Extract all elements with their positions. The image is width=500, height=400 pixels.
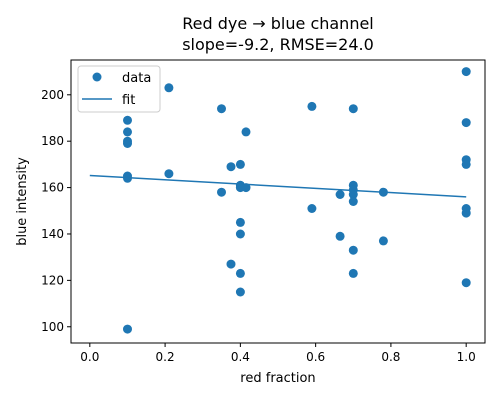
data-point [378, 187, 388, 197]
data-point [123, 127, 132, 137]
data-point [123, 324, 132, 334]
y-axis-label: blue intensity [15, 157, 30, 246]
chart-title: Red dye → blue channel [182, 14, 374, 33]
fit-line [89, 174, 467, 198]
x-axis-label: red fraction [240, 371, 315, 386]
data-point [235, 217, 245, 227]
plot-marks [89, 67, 471, 334]
data-point [461, 278, 471, 288]
data-point [461, 159, 471, 169]
data-point [461, 67, 471, 77]
x-tick-label: 0.8 [381, 350, 400, 364]
legend-data-marker [92, 72, 102, 82]
data-point [164, 83, 174, 93]
data-point [307, 101, 317, 111]
legend-label-fit: fit [122, 93, 135, 108]
data-point [235, 268, 245, 278]
chart-subtitle: slope=-9.2, RMSE=24.0 [182, 35, 374, 54]
x-axis-ticks: 0.0 0.2 0.4 0.6 0.8 1.0 [80, 343, 476, 364]
y-tick-label: 120 [41, 273, 64, 287]
data-point [241, 183, 251, 193]
data-point [461, 118, 471, 128]
plot-area-frame [70, 59, 486, 344]
legend-label-data: data [122, 71, 151, 86]
y-tick-label: 160 [41, 181, 64, 195]
data-point [235, 287, 245, 297]
data-point [123, 171, 132, 181]
x-tick-label: 0.4 [231, 350, 250, 364]
data-point [348, 197, 358, 206]
data-point [378, 236, 388, 246]
data-point [348, 268, 358, 278]
data-point [335, 190, 345, 199]
data-point [348, 190, 358, 199]
data-point [235, 159, 245, 169]
data-point [226, 162, 236, 172]
data-point [217, 104, 226, 114]
y-axis-ticks: 100 120 140 160 180 200 [41, 88, 71, 334]
y-tick-label: 140 [41, 227, 64, 241]
data-point [335, 231, 345, 241]
data-point [348, 104, 358, 114]
data-point [241, 127, 251, 137]
data-point [348, 245, 358, 255]
y-tick-label: 100 [41, 320, 64, 334]
x-tick-label: 1.0 [457, 350, 476, 364]
data-point [123, 115, 132, 125]
legend: data fit [77, 65, 161, 113]
x-tick-label: 0.2 [156, 350, 175, 364]
y-tick-label: 200 [41, 88, 64, 102]
data-point [307, 204, 317, 213]
data-point [461, 208, 471, 218]
data-point [235, 229, 245, 239]
x-tick-label: 0.6 [306, 350, 325, 364]
x-tick-label: 0.0 [80, 350, 99, 364]
data-point [123, 136, 132, 146]
y-tick-label: 180 [41, 134, 64, 148]
data-point [226, 259, 236, 269]
data-point [217, 187, 226, 197]
data-point [164, 169, 174, 179]
